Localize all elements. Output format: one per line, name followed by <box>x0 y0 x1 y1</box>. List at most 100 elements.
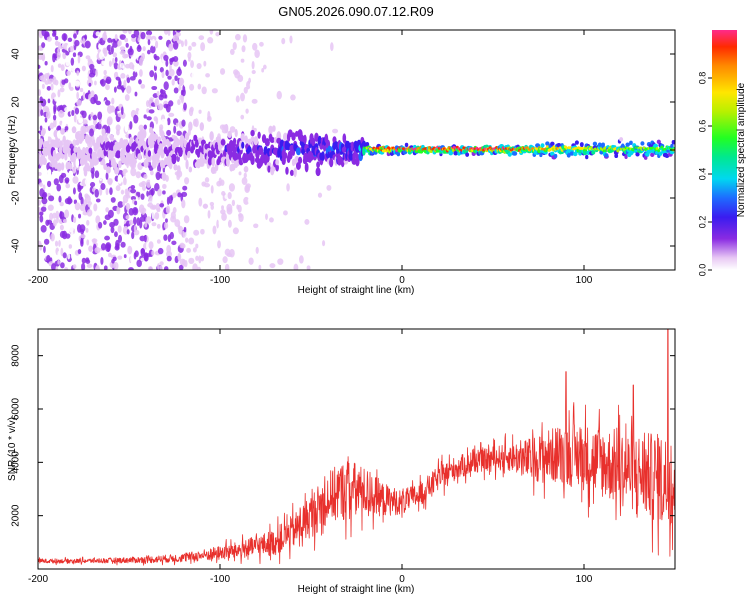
spectrogram-cell <box>69 45 74 53</box>
spectrogram-cell <box>143 114 147 119</box>
spectrogram-cell <box>157 188 162 197</box>
spectrogram-cell <box>133 30 140 38</box>
spectrogram-cell <box>182 185 188 191</box>
spectrogram-cell <box>230 48 235 56</box>
spectrogram-cell <box>140 83 146 89</box>
spectrogram-cell <box>168 112 175 118</box>
spectrogram-cell <box>237 74 244 83</box>
spectrogram-cell <box>253 127 257 132</box>
spectrogram-cell <box>210 204 215 210</box>
spectrogram-cell <box>45 110 51 119</box>
spectrogram-cell <box>306 265 311 270</box>
spectrogram-cell <box>234 129 238 138</box>
spectrogram-cell <box>147 171 151 180</box>
spectrogram-cell <box>45 31 50 37</box>
spectrogram-cell <box>553 153 558 159</box>
spectrogram-cell <box>181 199 186 209</box>
spectrogram-cell <box>154 62 160 67</box>
spectrogram-cell <box>119 34 126 40</box>
spectrogram-cell <box>139 219 143 229</box>
spectrogram-cell <box>165 218 168 223</box>
spectrogram-cell <box>150 45 156 54</box>
spectrogram-y-tick-label: -40 <box>11 238 22 253</box>
spectrogram-cell <box>39 242 43 251</box>
spectrogram-cell <box>86 219 90 226</box>
spectrogram-cell <box>241 177 248 185</box>
spectrogram-cell <box>182 59 187 67</box>
spectrogram-cell <box>107 37 113 43</box>
spectrogram-cell <box>130 188 137 194</box>
spectrogram-cell <box>54 240 59 247</box>
spectrogram-cell <box>159 159 166 169</box>
spectrogram-cell <box>77 184 82 193</box>
spectrogram-cell <box>293 167 297 178</box>
spectrogram-cell <box>154 212 160 220</box>
spectrogram-cell <box>120 189 125 195</box>
spectrogram-cell <box>128 267 134 270</box>
spectrogram-cell <box>72 187 76 195</box>
spectrogram-cell <box>582 150 588 156</box>
spectrogram-cell <box>160 149 165 159</box>
spectrogram-cell <box>84 34 88 40</box>
spectrogram-x-label: Height of straight line (km) <box>298 285 415 296</box>
spectrogram-cell <box>290 94 296 101</box>
spectrogram-cell <box>85 55 91 60</box>
spectrogram-cell <box>110 197 116 203</box>
spectrogram-cell <box>106 125 111 135</box>
spectrogram-cell <box>180 40 184 48</box>
spectrogram-cell <box>243 196 250 205</box>
spectrogram-cell <box>258 146 264 156</box>
spectrogram-y-label: Frequency (Hz) <box>7 116 18 185</box>
spectrogram-cell <box>219 68 226 75</box>
spectrogram-cell <box>172 192 177 198</box>
spectrogram-cell <box>72 166 76 174</box>
spectrogram-cell <box>126 85 132 94</box>
spectrogram-cell <box>203 182 211 188</box>
spectrogram-cell <box>125 202 131 211</box>
spectrogram-cell <box>92 114 98 121</box>
spectrogram-cell <box>289 169 294 177</box>
spectrogram-cell <box>177 192 182 198</box>
spectrogram-cell <box>151 222 157 227</box>
spectrogram-cell <box>44 132 48 143</box>
spectrogram-cell <box>143 234 147 243</box>
spectrogram-cell <box>166 244 172 254</box>
spectrogram-cell <box>85 183 89 191</box>
spectrogram-cell <box>42 157 47 166</box>
spectrogram-cell <box>106 166 111 174</box>
spectrogram-cell <box>163 54 169 62</box>
spectrogram-cell <box>293 263 299 270</box>
spectrogram-cell <box>118 160 122 169</box>
spectrogram-cell <box>176 130 182 136</box>
spectrogram-cell <box>237 204 242 213</box>
spectrogram-cell <box>95 264 100 270</box>
spectrogram-cell <box>148 241 154 250</box>
spectrogram-cell <box>111 97 115 105</box>
spectrogram-cell <box>163 266 169 270</box>
spectrogram-cell <box>129 45 133 53</box>
spectrogram-cell <box>40 225 47 233</box>
spectrogram-cell <box>52 149 57 159</box>
spectrogram-cell <box>64 78 69 84</box>
spectrogram-cell <box>157 256 161 264</box>
spectrogram-cell <box>176 30 181 33</box>
spectrogram-cell <box>39 138 44 146</box>
spectrogram-cell <box>137 44 141 50</box>
spectrogram-cell <box>86 165 92 172</box>
spectrogram-cell <box>160 93 164 98</box>
spectrogram-cell <box>41 197 48 205</box>
spectrogram-cell <box>150 170 154 176</box>
spectrogram-cell <box>167 141 172 148</box>
spectrogram-cell <box>191 41 197 47</box>
spectrogram-cell <box>625 142 630 147</box>
spectrogram-cell <box>73 33 77 39</box>
colorbar-tick-label: 0.2 <box>697 216 707 229</box>
spectrogram-cell <box>117 201 124 208</box>
spectrogram-cell <box>60 172 67 178</box>
spectrogram-y-tick-label: 0 <box>11 147 22 153</box>
snr-y-label: SNR (10 * v/v) <box>7 417 18 481</box>
spectrogram-cell <box>156 223 161 229</box>
spectrogram-cell <box>146 116 152 121</box>
spectrogram-cell <box>240 114 245 120</box>
spectrogram-cell <box>269 136 275 144</box>
